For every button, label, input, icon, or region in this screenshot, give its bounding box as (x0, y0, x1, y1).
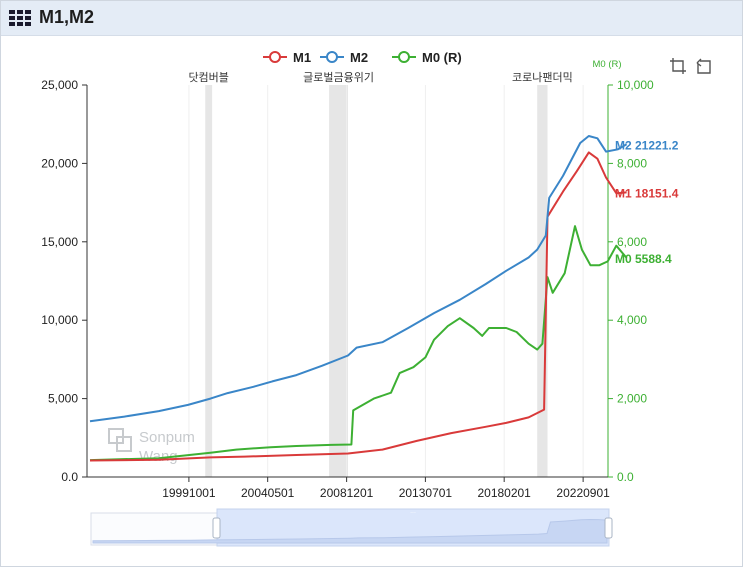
series-line-m1 (89, 151, 627, 462)
left-tick-label: 5,000 (48, 392, 78, 406)
left-tick-label: 10,000 (41, 313, 78, 327)
svg-text:Sonpum: Sonpum (139, 429, 195, 446)
reset-zoom-icon[interactable] (695, 57, 713, 75)
period-label: 닷컴버블 (188, 71, 228, 84)
legend: M1 M2 M0 (R) (263, 50, 462, 65)
right-axis-ticks: 10,000 8,000 6,000 4,000 2,000 0.0 (608, 78, 654, 484)
shaded-period (537, 85, 548, 477)
x-tick-label: 20040501 (241, 486, 295, 500)
navigator-series-preview (92, 518, 608, 544)
series-end-label: M2 21221.2 (615, 138, 679, 152)
range-navigator[interactable]: ... (90, 508, 613, 547)
right-tick-label: 8,000 (617, 156, 647, 170)
chart-title: M1,M2 (39, 7, 95, 27)
panel-header: M1,M2 (1, 1, 742, 36)
left-tick-label: 20,000 (41, 156, 78, 170)
legend-item[interactable]: M0 (R) (392, 50, 462, 65)
right-tick-label: 10,000 (617, 78, 654, 92)
series-layer (89, 135, 628, 462)
left-tick-label: 0.0 (61, 470, 78, 484)
shaded-periods (188, 85, 584, 477)
series-end-labels: M0 5588.4 M1 18151.4 M2 21221.2 (615, 138, 679, 266)
period-labels: 닷컴버블 글로벌금융위기 코로나팬더믹 (188, 71, 572, 84)
left-axis-ticks: 25,000 20,000 15,000 10,000 5,000 0.0 (41, 78, 87, 484)
crop-icon[interactable] (669, 57, 687, 75)
right-tick-label: 2,000 (617, 392, 647, 406)
right-tick-label: 0.0 (617, 470, 634, 484)
legend-marker (326, 51, 338, 63)
right-tick-label: 6,000 (617, 235, 647, 249)
series-end-label: M0 5588.4 (615, 252, 672, 266)
legend-item[interactable]: M2 (320, 50, 368, 65)
legend-marker (398, 51, 410, 63)
legend-marker (269, 51, 281, 63)
series-line-m2 (89, 135, 628, 423)
legend-item[interactable]: M1 (263, 50, 311, 65)
series-line-m0r (89, 225, 628, 462)
shaded-period (205, 85, 213, 477)
legend-label: M1 (293, 50, 311, 65)
period-label: 글로벌금융위기 (303, 71, 374, 84)
navigator-left-handle[interactable] (212, 517, 221, 539)
grid-menu-icon[interactable] (9, 10, 31, 26)
left-tick-label: 25,000 (41, 78, 78, 92)
shaded-period (329, 85, 348, 477)
x-tick-label: 20130701 (399, 486, 453, 500)
x-tick-label: 20180201 (477, 486, 531, 500)
x-tick-label: 20081201 (320, 486, 374, 500)
navigator-grip[interactable]: ... (410, 508, 416, 515)
x-axis-ticks: 19991001 20040501 20081201 20130701 20180201… (162, 477, 610, 500)
series-end-label: M1 18151.4 (615, 186, 679, 200)
legend-label: M0 (R) (422, 50, 462, 65)
x-tick-label: 20220901 (556, 486, 610, 500)
right-axis-title: M0 (R) (592, 59, 621, 70)
left-tick-label: 15,000 (41, 235, 78, 249)
legend-label: M2 (350, 50, 368, 65)
chart-area: 닷컴버블 글로벌금융위기 코로나팬더믹 25,000 20,000 15,000 10,0… (41, 50, 713, 547)
right-tick-label: 4,000 (617, 313, 647, 327)
period-label: 코로나팬더믹 (512, 71, 573, 84)
x-tick-label: 19991001 (162, 486, 216, 500)
navigator-right-handle[interactable] (604, 517, 613, 539)
